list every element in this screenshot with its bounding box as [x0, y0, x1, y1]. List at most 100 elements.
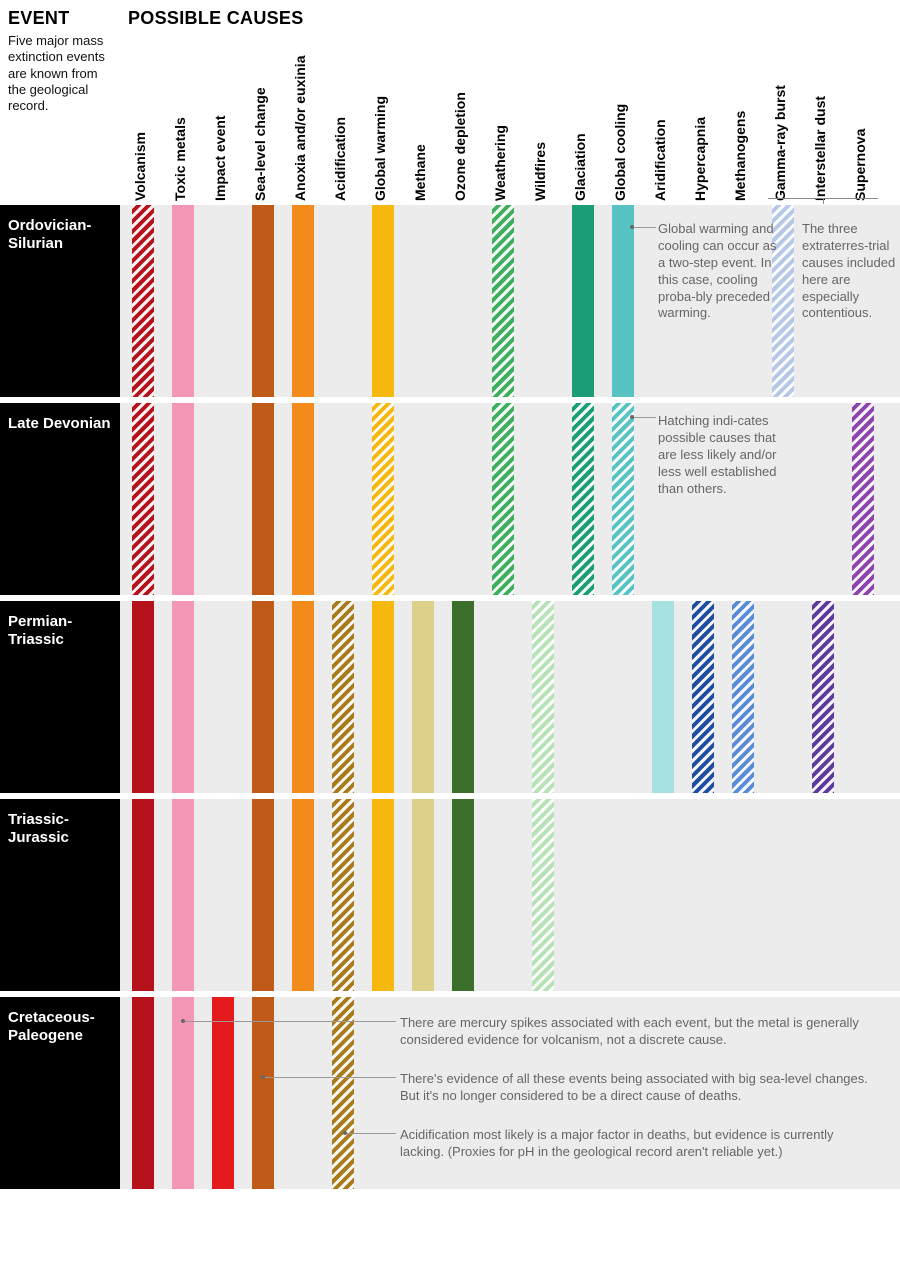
extinction-causes-chart: EVENT Five major mass extinction events …: [0, 0, 900, 1189]
row-ordovician: Ordovician-Silurian Global warming and co…: [0, 205, 900, 397]
row-grid-devonian: Hatching indi-cates possible causes that…: [120, 403, 900, 595]
cause-labels-container: VolcanismToxic metalsImpact eventSea-lev…: [120, 40, 900, 205]
event-description: Five major mass extinction events are kn…: [8, 33, 112, 114]
causes-header-column: POSSIBLE CAUSES VolcanismToxic metalsImp…: [120, 0, 900, 205]
bar-permian-methane: [412, 601, 434, 793]
bar-devonian-toxic-metals: [172, 403, 194, 595]
cause-label-dust: Interstellar dust: [812, 96, 828, 201]
bar-permian-acidification: [332, 601, 354, 793]
row-label-triassic: Triassic-Jurassic: [0, 799, 120, 991]
annotation-line-cretaceous-0: [183, 1021, 396, 1022]
bar-ordovician-toxic-metals: [172, 205, 194, 397]
bar-ordovician-weathering: [492, 205, 514, 397]
bar-cretaceous-acidification: [332, 997, 354, 1189]
annotation-devonian-0: Hatching indi-cates possible causes that…: [658, 413, 778, 497]
bar-ordovician-anoxia: [292, 205, 314, 397]
cause-label-ozone: Ozone depletion: [452, 92, 468, 201]
bar-permian-methanogens: [732, 601, 754, 793]
annotation-line-ordovician-0: [632, 227, 656, 228]
bar-cretaceous-toxic-metals: [172, 997, 194, 1189]
bar-devonian-weathering: [492, 403, 514, 595]
bar-triassic-acidification: [332, 799, 354, 991]
row-cretaceous: Cretaceous-Paleogene There are mercury sp…: [0, 997, 900, 1189]
cause-label-methanogens: Methanogens: [732, 111, 748, 201]
annotation-ordovician-1: The three extraterres-trial causes inclu…: [802, 221, 900, 322]
annotation-dot-cretaceous-0: [181, 1019, 185, 1023]
bar-permian-toxic-metals: [172, 601, 194, 793]
bar-triassic-ozone: [452, 799, 474, 991]
row-label-ordovician: Ordovician-Silurian: [0, 205, 120, 397]
bar-devonian-glaciation: [572, 403, 594, 595]
bar-cretaceous-volcanism: [132, 997, 154, 1189]
cause-label-aridification: Aridification: [652, 119, 668, 201]
annotation-line-cretaceous-2: [345, 1133, 396, 1134]
annotation-dot-cretaceous-2: [343, 1131, 347, 1135]
annotation-dot-devonian-0: [630, 415, 634, 419]
cause-label-anoxia: Anoxia and/or euxinia: [292, 56, 308, 201]
annotation-cretaceous-0: There are mercury spikes associated with…: [400, 1015, 880, 1049]
annotation-dot-cretaceous-1: [261, 1075, 265, 1079]
cause-label-weathering: Weathering: [492, 125, 508, 201]
bar-triassic-sea-level: [252, 799, 274, 991]
row-grid-permian: [120, 601, 900, 793]
extraterrestrial-tick: [823, 198, 824, 204]
bar-permian-aridification: [652, 601, 674, 793]
cause-label-methane: Methane: [412, 144, 428, 201]
bar-cretaceous-impact: [212, 997, 234, 1189]
bar-ordovician-cooling: [612, 205, 634, 397]
cause-label-impact: Impact event: [212, 115, 228, 201]
bar-triassic-toxic-metals: [172, 799, 194, 991]
bar-permian-wildfires: [532, 601, 554, 793]
cause-label-glaciation: Glaciation: [572, 133, 588, 201]
event-title: EVENT: [8, 8, 112, 29]
bar-permian-hypercapnia: [692, 601, 714, 793]
annotation-ordovician-0: Global warming and cooling can occur as …: [658, 221, 778, 322]
row-grid-ordovician: Global warming and cooling can occur as …: [120, 205, 900, 397]
bar-devonian-supernova: [852, 403, 874, 595]
cause-label-cooling: Global cooling: [612, 104, 628, 201]
cause-label-supernova: Supernova: [852, 129, 868, 201]
cause-label-sea-level: Sea-level change: [252, 87, 268, 201]
bar-ordovician-sea-level: [252, 205, 274, 397]
annotation-line-cretaceous-1: [263, 1077, 396, 1078]
cause-label-wildfires: Wildfires: [532, 142, 548, 201]
bar-permian-sea-level: [252, 601, 274, 793]
row-grid-triassic: [120, 799, 900, 991]
bar-devonian-sea-level: [252, 403, 274, 595]
bar-permian-ozone: [452, 601, 474, 793]
row-label-devonian: Late Devonian: [0, 403, 120, 595]
bar-permian-dust: [812, 601, 834, 793]
bar-triassic-warming: [372, 799, 394, 991]
row-devonian: Late Devonian Hatching indi-cates possibl…: [0, 403, 900, 595]
annotation-dot-ordovician-0: [630, 225, 634, 229]
bar-devonian-cooling: [612, 403, 634, 595]
causes-title: POSSIBLE CAUSES: [120, 0, 900, 29]
bar-triassic-wildfires: [532, 799, 554, 991]
bar-permian-volcanism: [132, 601, 154, 793]
bar-permian-warming: [372, 601, 394, 793]
annotation-cretaceous-2: Acidification most likely is a major fac…: [400, 1127, 880, 1161]
bar-devonian-warming: [372, 403, 394, 595]
bar-ordovician-warming: [372, 205, 394, 397]
header-row: EVENT Five major mass extinction events …: [0, 0, 900, 205]
bar-devonian-anoxia: [292, 403, 314, 595]
row-permian: Permian-Triassic: [0, 601, 900, 793]
cause-label-volcanism: Volcanism: [132, 132, 148, 201]
row-triassic: Triassic-Jurassic: [0, 799, 900, 991]
row-label-permian: Permian-Triassic: [0, 601, 120, 793]
bar-cretaceous-sea-level: [252, 997, 274, 1189]
event-label-column: EVENT Five major mass extinction events …: [0, 0, 120, 205]
cause-label-gamma: Gamma-ray burst: [772, 85, 788, 201]
bar-devonian-volcanism: [132, 403, 154, 595]
rows-container: Ordovician-Silurian Global warming and co…: [0, 205, 900, 1189]
annotation-line-devonian-0: [632, 417, 656, 418]
bar-ordovician-volcanism: [132, 205, 154, 397]
row-grid-cretaceous: There are mercury spikes associated with…: [120, 997, 900, 1189]
bar-ordovician-glaciation: [572, 205, 594, 397]
bar-triassic-volcanism: [132, 799, 154, 991]
annotation-cretaceous-1: There's evidence of all these events bei…: [400, 1071, 880, 1105]
bar-permian-anoxia: [292, 601, 314, 793]
cause-label-hypercapnia: Hypercapnia: [692, 117, 708, 201]
row-label-cretaceous: Cretaceous-Paleogene: [0, 997, 120, 1189]
cause-label-warming: Global warming: [372, 96, 388, 201]
